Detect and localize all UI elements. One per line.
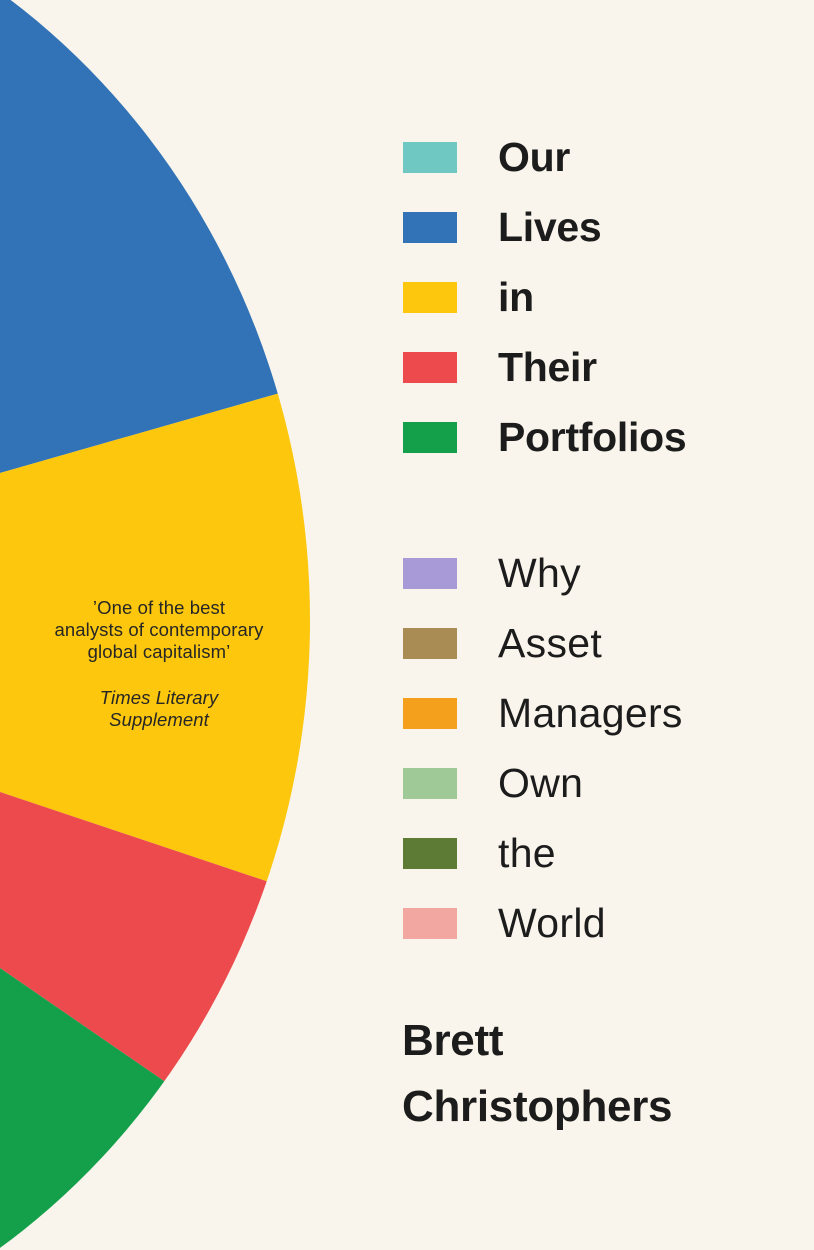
quote-line: ’One of the best xyxy=(92,597,226,618)
subtitle-word: Asset xyxy=(498,619,603,666)
title-word: Their xyxy=(498,343,597,390)
quote-attribution: Times Literary Supplement xyxy=(38,687,280,731)
subtitle-row-the: the xyxy=(403,818,683,888)
subtitle-row-world: World xyxy=(403,888,683,958)
title-row-in: in xyxy=(403,262,686,332)
subtitle-word: Why xyxy=(498,549,581,596)
swatch-orange xyxy=(403,697,457,729)
subtitle-block: Why Asset Managers Own the World xyxy=(403,538,683,958)
subtitle-row-why: Why xyxy=(403,538,683,608)
swatch-olive xyxy=(403,837,457,869)
swatch-red xyxy=(403,351,457,383)
title-row-our: Our xyxy=(403,122,686,192)
quote-attribution-line: Times Literary xyxy=(99,687,219,708)
title-row-their: Their xyxy=(403,332,686,402)
quote-line: analysts of contemporary xyxy=(54,619,264,640)
swatch-pink xyxy=(403,907,457,939)
swatch-lightgreen xyxy=(403,767,457,799)
subtitle-row-own: Own xyxy=(403,748,683,818)
author-name-line: Brett xyxy=(402,1016,504,1065)
swatch-yellow xyxy=(403,281,457,313)
swatch-teal xyxy=(403,141,457,173)
quote-line: global capitalism’ xyxy=(87,641,231,662)
title-word: in xyxy=(498,273,534,320)
subtitle-word: the xyxy=(498,829,556,876)
pie-segment-yellow xyxy=(0,376,310,906)
author-name: Brett Christophers xyxy=(402,1008,673,1140)
title-word: Lives xyxy=(498,203,602,250)
title-row-portfolios: Portfolios xyxy=(403,402,687,472)
quote-attribution-line: Supplement xyxy=(109,709,209,730)
subtitle-row-asset: Asset xyxy=(403,608,683,678)
subtitle-word: Own xyxy=(498,759,584,806)
subtitle-word: Managers xyxy=(498,689,683,736)
title-word: Our xyxy=(498,133,570,180)
swatch-blue xyxy=(403,211,457,243)
swatch-tan xyxy=(403,627,457,659)
title-row-lives: Lives xyxy=(403,192,686,262)
pie-segment-blue xyxy=(0,0,310,476)
title-block: Our Lives in Their Portfolios xyxy=(403,122,687,472)
review-quote: ’One of the best analysts of contemporar… xyxy=(38,597,280,731)
subtitle-word: World xyxy=(498,899,606,946)
swatch-green xyxy=(403,421,457,453)
title-word: Portfolios xyxy=(498,413,687,460)
subtitle-row-managers: Managers xyxy=(403,678,683,748)
author-name-line: Christophers xyxy=(402,1082,673,1131)
swatch-purple xyxy=(403,557,457,589)
